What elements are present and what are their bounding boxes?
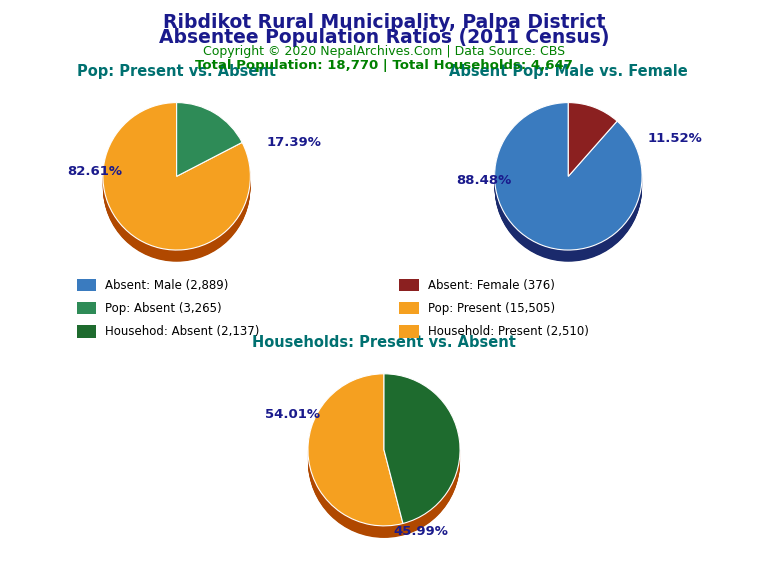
Wedge shape xyxy=(177,103,242,176)
Ellipse shape xyxy=(308,381,460,533)
Ellipse shape xyxy=(308,381,460,533)
Ellipse shape xyxy=(103,104,250,252)
Ellipse shape xyxy=(308,377,460,529)
Ellipse shape xyxy=(495,111,642,258)
Ellipse shape xyxy=(103,112,250,259)
Ellipse shape xyxy=(103,111,250,258)
Ellipse shape xyxy=(308,382,460,534)
Ellipse shape xyxy=(103,114,250,262)
Text: 11.52%: 11.52% xyxy=(647,132,702,145)
Ellipse shape xyxy=(495,113,642,260)
Text: Absentee Population Ratios (2011 Census): Absentee Population Ratios (2011 Census) xyxy=(159,28,609,47)
Ellipse shape xyxy=(103,108,250,256)
Text: Pop: Present vs. Absent: Pop: Present vs. Absent xyxy=(77,64,276,79)
Text: Total Population: 18,770 | Total Households: 4,647: Total Population: 18,770 | Total Househo… xyxy=(195,59,573,73)
Text: 82.61%: 82.61% xyxy=(67,165,122,179)
Ellipse shape xyxy=(308,385,460,537)
Ellipse shape xyxy=(103,107,250,255)
Ellipse shape xyxy=(103,107,250,254)
Ellipse shape xyxy=(103,104,250,251)
Ellipse shape xyxy=(495,112,642,260)
Ellipse shape xyxy=(308,377,460,529)
Ellipse shape xyxy=(495,111,642,259)
Ellipse shape xyxy=(103,112,250,260)
Ellipse shape xyxy=(495,108,642,255)
Ellipse shape xyxy=(495,109,642,257)
Wedge shape xyxy=(103,103,250,250)
Ellipse shape xyxy=(308,382,460,535)
Ellipse shape xyxy=(103,106,250,253)
Ellipse shape xyxy=(308,380,460,532)
Text: Copyright © 2020 NepalArchives.Com | Data Source: CBS: Copyright © 2020 NepalArchives.Com | Dat… xyxy=(203,45,565,58)
Text: 88.48%: 88.48% xyxy=(456,175,511,187)
Ellipse shape xyxy=(495,106,642,253)
Ellipse shape xyxy=(103,109,250,257)
Wedge shape xyxy=(495,103,642,250)
Ellipse shape xyxy=(103,103,250,251)
Text: Absent: Female (376): Absent: Female (376) xyxy=(428,279,554,291)
Ellipse shape xyxy=(308,378,460,530)
Wedge shape xyxy=(384,374,460,524)
Text: Absent Pop: Male vs. Female: Absent Pop: Male vs. Female xyxy=(449,64,687,79)
Text: Household: Present (2,510): Household: Present (2,510) xyxy=(428,325,588,338)
Ellipse shape xyxy=(103,108,250,255)
Ellipse shape xyxy=(495,103,642,251)
Ellipse shape xyxy=(308,378,460,530)
Ellipse shape xyxy=(495,112,642,259)
Ellipse shape xyxy=(308,374,460,526)
Ellipse shape xyxy=(495,105,642,253)
Text: Households: Present vs. Absent: Households: Present vs. Absent xyxy=(252,335,516,350)
Ellipse shape xyxy=(495,104,642,252)
Ellipse shape xyxy=(495,108,642,256)
Ellipse shape xyxy=(308,384,460,536)
Text: Pop: Absent (3,265): Pop: Absent (3,265) xyxy=(105,302,222,314)
Ellipse shape xyxy=(103,113,250,261)
Ellipse shape xyxy=(103,105,250,253)
Wedge shape xyxy=(568,103,617,176)
Ellipse shape xyxy=(308,375,460,527)
Text: 17.39%: 17.39% xyxy=(266,135,322,149)
Ellipse shape xyxy=(308,385,460,537)
Ellipse shape xyxy=(495,113,642,261)
Ellipse shape xyxy=(495,104,642,251)
Ellipse shape xyxy=(308,376,460,528)
Text: Pop: Present (15,505): Pop: Present (15,505) xyxy=(428,302,555,314)
Ellipse shape xyxy=(308,383,460,535)
Text: Househod: Absent (2,137): Househod: Absent (2,137) xyxy=(105,325,260,338)
Ellipse shape xyxy=(495,107,642,254)
Ellipse shape xyxy=(495,107,642,255)
Ellipse shape xyxy=(103,113,250,260)
Wedge shape xyxy=(308,374,403,526)
Ellipse shape xyxy=(308,386,460,538)
Text: 45.99%: 45.99% xyxy=(393,525,449,538)
Text: 54.01%: 54.01% xyxy=(265,408,320,421)
Text: Ribdikot Rural Municipality, Palpa District: Ribdikot Rural Municipality, Palpa Distr… xyxy=(163,13,605,32)
Ellipse shape xyxy=(495,109,642,256)
Ellipse shape xyxy=(495,114,642,262)
Ellipse shape xyxy=(103,109,250,256)
Ellipse shape xyxy=(308,379,460,531)
Text: Absent: Male (2,889): Absent: Male (2,889) xyxy=(105,279,229,291)
Ellipse shape xyxy=(103,111,250,259)
